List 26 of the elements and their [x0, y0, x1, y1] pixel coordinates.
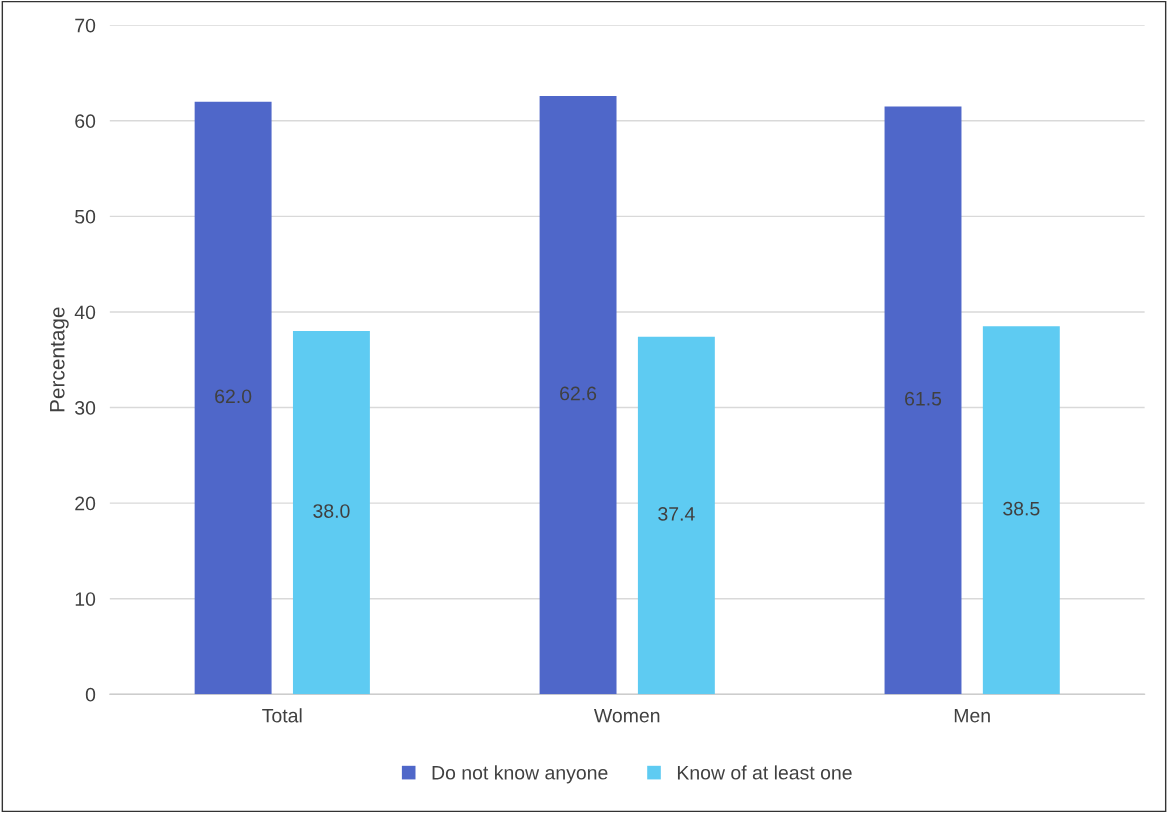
legend-label: Do not know anyone: [432, 765, 608, 784]
legend-label: Know of at least one: [677, 765, 852, 780]
y-tick-label: 50: [75, 209, 96, 224]
y-tick-label: 70: [75, 18, 96, 33]
data-label: 62.0: [215, 389, 252, 404]
x-tick-label: Total: [262, 708, 302, 723]
bar: [194, 101, 272, 695]
bar: [982, 326, 1060, 695]
bar: [292, 331, 370, 695]
y-tick-label: 60: [75, 114, 96, 129]
y-tick-label: 30: [75, 401, 96, 415]
data-label: 38.5: [1003, 501, 1040, 516]
bar: [884, 106, 962, 695]
x-tick-label: Men: [954, 708, 990, 723]
bar: [637, 336, 715, 695]
bar: [539, 95, 617, 695]
y-tick-label: 0: [85, 687, 96, 702]
x-tick-label: Women: [593, 708, 660, 723]
y-tick-label: 10: [75, 592, 96, 606]
data-label: 38.0: [313, 504, 350, 518]
data-label: 61.5: [905, 391, 942, 406]
y-tick-label: 20: [75, 496, 96, 511]
y-tick-label: 40: [74, 305, 96, 320]
y-axis-title: Percentage: [50, 307, 69, 412]
data-label: 37.4: [658, 507, 695, 521]
data-label: 62.6: [560, 386, 597, 401]
